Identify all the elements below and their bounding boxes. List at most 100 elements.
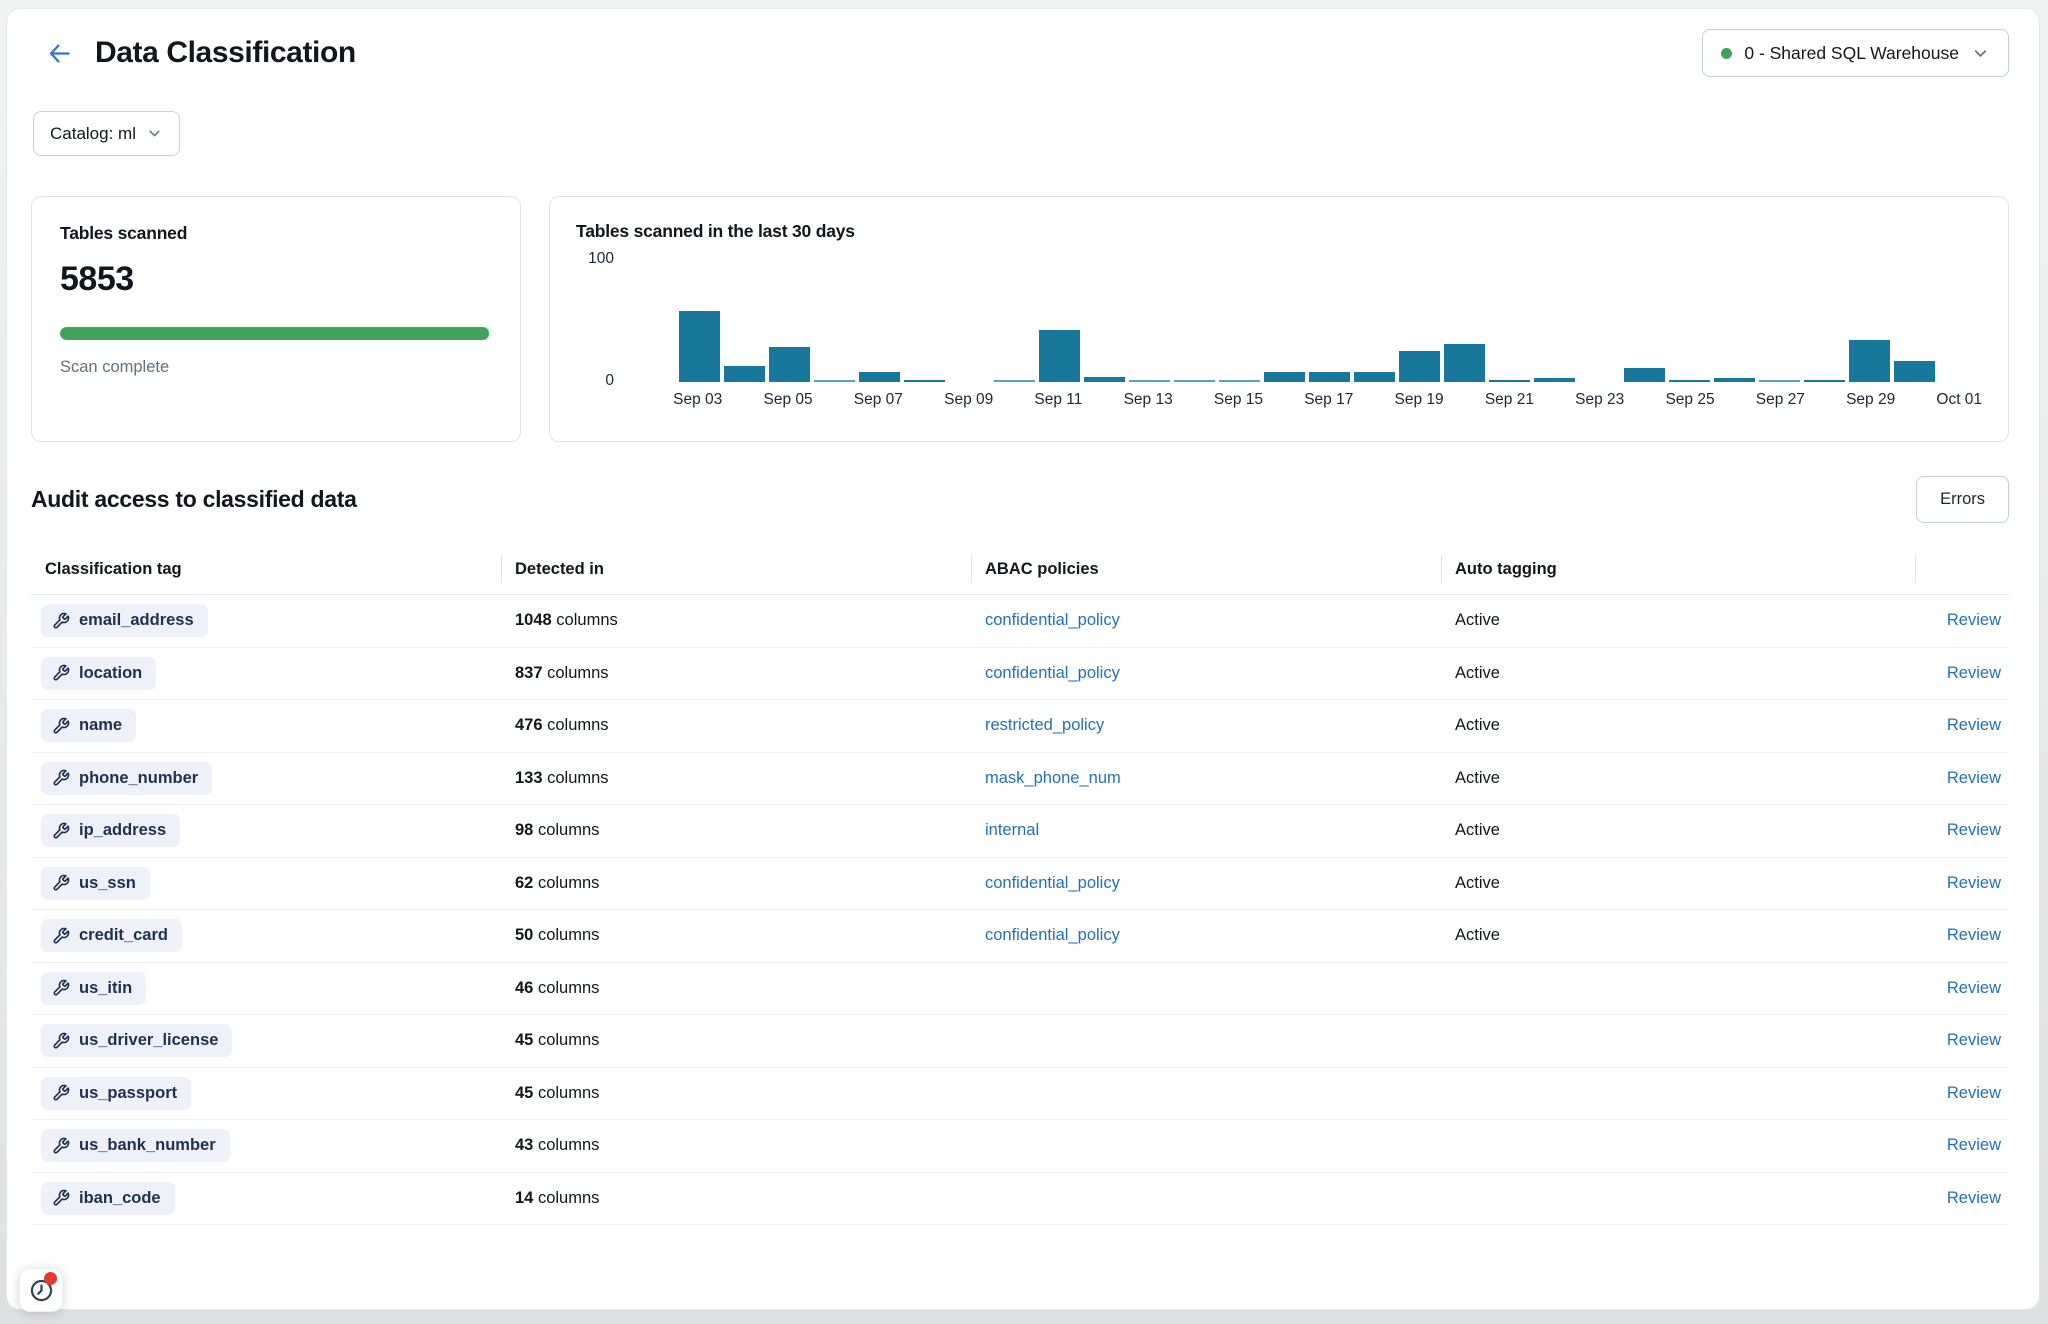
chart-bar [1308, 372, 1351, 382]
audit-section-title: Audit access to classified data [31, 486, 357, 512]
column-count: 46 [515, 978, 534, 997]
x-axis-tick-label [993, 391, 1034, 409]
auto-tagging-cell: Active [1455, 873, 1500, 892]
column-count: 98 [515, 821, 534, 840]
column-count: 45 [515, 1083, 534, 1102]
classification-tag-label: us_driver_license [79, 1031, 219, 1050]
detected-in-cell: 837 columns [515, 663, 609, 682]
chart-bar-slot [677, 258, 722, 382]
classification-tag-pill[interactable]: us_ssn [41, 866, 150, 900]
chart-bar [1038, 330, 1081, 382]
chart-bar-slot [902, 258, 947, 382]
column-count: 476 [515, 716, 543, 735]
chart-bar [1263, 372, 1306, 382]
abac-policy-cell: confidential_policy [971, 874, 1441, 893]
review-link[interactable]: Review [1946, 1031, 2001, 1050]
chart-bar-slot [1037, 258, 1082, 382]
detected-in-cell: 1048 columns [515, 611, 618, 630]
review-link[interactable]: Review [1946, 768, 2001, 787]
column-count: 62 [515, 873, 534, 892]
review-link[interactable]: Review [1946, 1188, 2001, 1207]
review-link[interactable]: Review [1946, 1083, 2001, 1102]
y-axis-min-label: 0 [605, 372, 614, 389]
abac-policy-link[interactable]: restricted_policy [985, 716, 1105, 735]
wrench-icon [52, 874, 70, 892]
classification-tag-pill[interactable]: location [41, 656, 157, 690]
classification-tag-label: us_bank_number [79, 1136, 216, 1155]
chart-bar-slot [1442, 258, 1487, 382]
chart-bar [813, 380, 856, 382]
audit-section-header: Audit access to classified data Errors [31, 476, 2009, 523]
review-link[interactable]: Review [1946, 611, 2001, 630]
detected-in-cell: 476 columns [515, 716, 609, 735]
chart-plot-area: Sep 03 Sep 05 Sep 07 Sep 09 Sep 11 Sep 13 Sep … [632, 258, 1982, 409]
review-link[interactable]: Review [1946, 821, 2001, 840]
auto-tagging-cell: Active [1455, 926, 1500, 945]
chart-bar-slot [1667, 258, 1712, 382]
column-count: 1048 [515, 611, 552, 630]
table-row: name 476 columns restricted_policy Active Re… [31, 700, 2009, 753]
abac-policy-link[interactable]: confidential_policy [985, 611, 1120, 630]
classification-tag-pill[interactable]: us_passport [41, 1076, 192, 1110]
classification-tag-label: ip_address [79, 821, 167, 840]
abac-policy-link[interactable]: confidential_policy [985, 663, 1120, 682]
abac-policy-link[interactable]: internal [985, 821, 1040, 840]
chart-bar-slot [1397, 258, 1442, 382]
classification-table: Classification tag Detected in ABAC poli… [31, 543, 2009, 1225]
wrench-icon [52, 1084, 70, 1102]
classification-tag-pill[interactable]: email_address [41, 604, 208, 638]
warehouse-selector[interactable]: 0 - Shared SQL Warehouse [1702, 29, 2009, 77]
x-axis-tick-label [1173, 391, 1214, 409]
back-button[interactable] [39, 33, 79, 73]
review-link[interactable]: Review [1946, 716, 2001, 735]
abac-policy-link[interactable]: mask_phone_num [985, 768, 1121, 787]
abac-policy-cell: restricted_policy [971, 716, 1441, 735]
x-axis-tick-label: Sep 05 [763, 391, 813, 408]
chart-bar [1398, 351, 1441, 382]
classification-tag-pill[interactable]: credit_card [41, 919, 182, 953]
chart-bar [1848, 340, 1891, 382]
chart-bar-slot [767, 258, 812, 382]
chevron-down-icon [146, 125, 163, 142]
detected-in-cell: 43 columns [515, 1136, 600, 1155]
review-link[interactable]: Review [1946, 663, 2001, 682]
table-row: credit_card 50 columns confidential_policy… [31, 910, 2009, 963]
warehouse-status-dot [1721, 47, 1733, 59]
chart-bar-slot [1307, 258, 1352, 382]
abac-policy-link[interactable]: confidential_policy [985, 926, 1120, 945]
x-axis-tick-label [1895, 391, 1936, 409]
detected-in-cell: 133 columns [515, 768, 609, 787]
classification-tag-pill[interactable]: iban_code [41, 1181, 175, 1215]
detected-in-cell: 62 columns [515, 873, 600, 892]
classification-tag-pill[interactable]: name [41, 709, 137, 743]
classification-tag-label: email_address [79, 611, 194, 630]
review-link[interactable]: Review [1946, 873, 2001, 892]
classification-tag-pill[interactable]: phone_number [41, 761, 213, 795]
review-link[interactable]: Review [1946, 926, 2001, 945]
x-axis-tick-label [1805, 391, 1846, 409]
notifications-button[interactable] [19, 1268, 63, 1312]
chart-bar-slot [992, 258, 1037, 382]
x-axis-tick-label [722, 391, 763, 409]
page-header: Data Classification 0 - Shared SQL Wareh… [31, 29, 2009, 77]
review-link[interactable]: Review [1946, 1136, 2001, 1155]
main-panel: Data Classification 0 - Shared SQL Wareh… [6, 8, 2040, 1310]
classification-tag-pill[interactable]: us_bank_number [41, 1129, 230, 1163]
abac-policy-link[interactable]: confidential_policy [985, 873, 1120, 892]
auto-tagging-cell: Active [1455, 821, 1500, 840]
classification-tag-pill[interactable]: us_driver_license [41, 1024, 233, 1058]
classification-tag-pill[interactable]: us_itin [41, 971, 147, 1005]
review-link[interactable]: Review [1946, 978, 2001, 997]
chart-bar-slot [632, 258, 677, 382]
chart-bar [768, 347, 811, 382]
x-axis-tick-label: Sep 29 [1846, 391, 1896, 408]
chart-bar-slot [1757, 258, 1802, 382]
chart-bar [1128, 380, 1171, 382]
chart-bar-slot [722, 258, 767, 382]
chart-bar [1758, 380, 1801, 382]
catalog-filter-dropdown[interactable]: Catalog: ml [33, 111, 180, 156]
errors-button[interactable]: Errors [1916, 476, 2009, 523]
classification-tag-pill[interactable]: ip_address [41, 814, 181, 848]
scan-history-chart-card: Tables scanned in the last 30 days 100 0… [549, 196, 2009, 442]
table-row: us_ssn 62 columns confidential_policy Activ… [31, 858, 2009, 910]
